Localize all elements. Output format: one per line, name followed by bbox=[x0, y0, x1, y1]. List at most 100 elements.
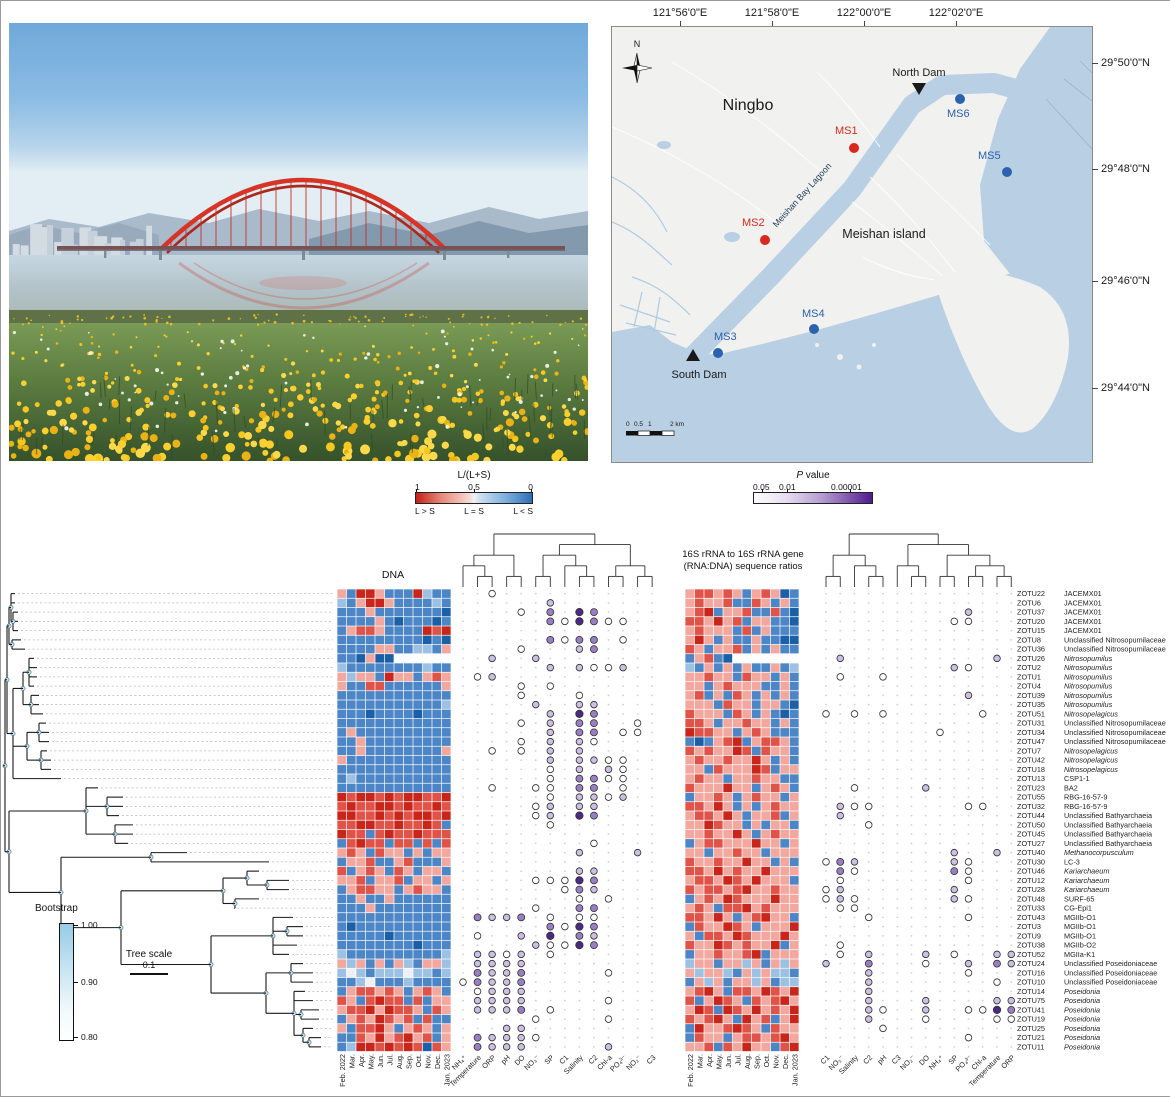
taxon-label: Nitrosopelagicus bbox=[1064, 709, 1118, 718]
heatmap-cell bbox=[685, 885, 694, 894]
ns-dot bbox=[911, 926, 913, 928]
otu-label: ZOTU42 bbox=[1017, 756, 1045, 765]
heatmap-cell bbox=[714, 673, 723, 682]
ns-dot bbox=[868, 750, 870, 752]
heatmap-cell bbox=[752, 719, 761, 728]
heatmap-cell bbox=[432, 663, 441, 672]
ns-dot bbox=[462, 824, 464, 826]
ns-dot bbox=[608, 611, 610, 613]
rna-heatmap bbox=[685, 589, 798, 1051]
heatmap-cell bbox=[761, 700, 770, 709]
heatmap-cell bbox=[337, 608, 346, 617]
month-label: May. bbox=[715, 1054, 724, 1069]
heatmap-cell bbox=[790, 599, 799, 608]
heatmap-cell bbox=[790, 941, 799, 950]
heatmap-cell bbox=[780, 867, 789, 876]
heatmap-cell bbox=[752, 737, 761, 746]
heatmap-cell bbox=[790, 774, 799, 783]
heatmap-cell bbox=[790, 987, 799, 996]
month-label: Dec. bbox=[433, 1054, 442, 1069]
heatmap-cell bbox=[790, 784, 799, 793]
heatmap-cell bbox=[366, 747, 375, 756]
heatmap-cell bbox=[375, 996, 384, 1005]
heatmap-cell bbox=[704, 941, 713, 950]
heatmap-cell bbox=[790, 1024, 799, 1033]
otu-label: ZOTU15 bbox=[1017, 626, 1045, 635]
heatmap-cell bbox=[375, 589, 384, 598]
heatmap-cell bbox=[356, 728, 365, 737]
ns-dot bbox=[622, 916, 624, 918]
ns-dot bbox=[882, 935, 884, 937]
otu-label: ZOTU50 bbox=[1017, 820, 1045, 829]
ns-dot bbox=[579, 593, 581, 595]
heatmap-cell bbox=[413, 969, 422, 978]
ns-dot bbox=[608, 833, 610, 835]
pvalue-bubble bbox=[518, 988, 525, 995]
heatmap-cell bbox=[685, 802, 694, 811]
taxon-label: Nitrosopumilus bbox=[1064, 691, 1113, 700]
heatmap-cell bbox=[685, 941, 694, 950]
heatmap-cell bbox=[356, 885, 365, 894]
pvalue-bubble bbox=[965, 970, 972, 977]
pvalue-bubble bbox=[518, 1034, 525, 1041]
ns-dot bbox=[608, 722, 610, 724]
otu-label: ZOTU14 bbox=[1017, 987, 1045, 996]
heatmap-cell bbox=[685, 1033, 694, 1042]
pvalue-bubble bbox=[965, 859, 972, 866]
heatmap-cell bbox=[404, 737, 413, 746]
heatmap-cell bbox=[714, 728, 723, 737]
pvalue-bubble bbox=[590, 942, 597, 949]
heatmap-cell bbox=[356, 811, 365, 820]
ns-dot bbox=[911, 907, 913, 909]
ns-dot bbox=[953, 741, 955, 743]
ns-dot bbox=[651, 870, 653, 872]
ns-dot bbox=[896, 1000, 898, 1002]
heatmap-cell bbox=[714, 617, 723, 626]
heatmap-cell bbox=[752, 839, 761, 848]
heatmap-cell bbox=[366, 774, 375, 783]
heatmap-cell bbox=[375, 1006, 384, 1015]
ns-dot bbox=[911, 889, 913, 891]
ns-dot bbox=[535, 981, 537, 983]
otu-label: ZOTU2 bbox=[1017, 663, 1041, 672]
heatmap-cell bbox=[752, 673, 761, 682]
heatmap-cell bbox=[752, 1033, 761, 1042]
ns-dot bbox=[520, 713, 522, 715]
ns-dot bbox=[622, 861, 624, 863]
pvalue-bubble bbox=[837, 951, 844, 958]
heatmap-cell bbox=[695, 811, 704, 820]
heatmap-cell bbox=[356, 978, 365, 987]
heatmap-cell bbox=[685, 1024, 694, 1033]
heatmap-cell bbox=[385, 728, 394, 737]
pvalue-bubble bbox=[865, 997, 872, 1004]
ns-dot bbox=[651, 990, 653, 992]
pvalue-bubble bbox=[576, 646, 583, 653]
heatmap-cell bbox=[442, 719, 451, 728]
ns-dot bbox=[968, 852, 970, 854]
heatmap-cell bbox=[780, 765, 789, 774]
ns-dot bbox=[608, 750, 610, 752]
heatmap-cell bbox=[394, 747, 403, 756]
heatmap-cell bbox=[366, 719, 375, 728]
pvalue-bubble bbox=[965, 609, 972, 616]
heatmap-cell bbox=[385, 848, 394, 857]
heatmap-cell bbox=[442, 774, 451, 783]
heatmap-cell bbox=[347, 599, 356, 608]
pvalue-bubble bbox=[865, 1007, 872, 1014]
heatmap-cell bbox=[366, 839, 375, 848]
ns-dot bbox=[520, 833, 522, 835]
heatmap-cell bbox=[423, 978, 432, 987]
heatmap-cell bbox=[385, 959, 394, 968]
heatmap-cell bbox=[714, 1033, 723, 1042]
ns-dot bbox=[896, 750, 898, 752]
ns-dot bbox=[1010, 694, 1012, 696]
ns-dot bbox=[506, 593, 508, 595]
ns-dot bbox=[868, 815, 870, 817]
ns-dot bbox=[896, 916, 898, 918]
ns-dot bbox=[911, 852, 913, 854]
heatmap-cell bbox=[761, 589, 770, 598]
heatmap-cell bbox=[347, 691, 356, 700]
heatmap-cell bbox=[337, 1033, 346, 1042]
ns-dot bbox=[953, 731, 955, 733]
